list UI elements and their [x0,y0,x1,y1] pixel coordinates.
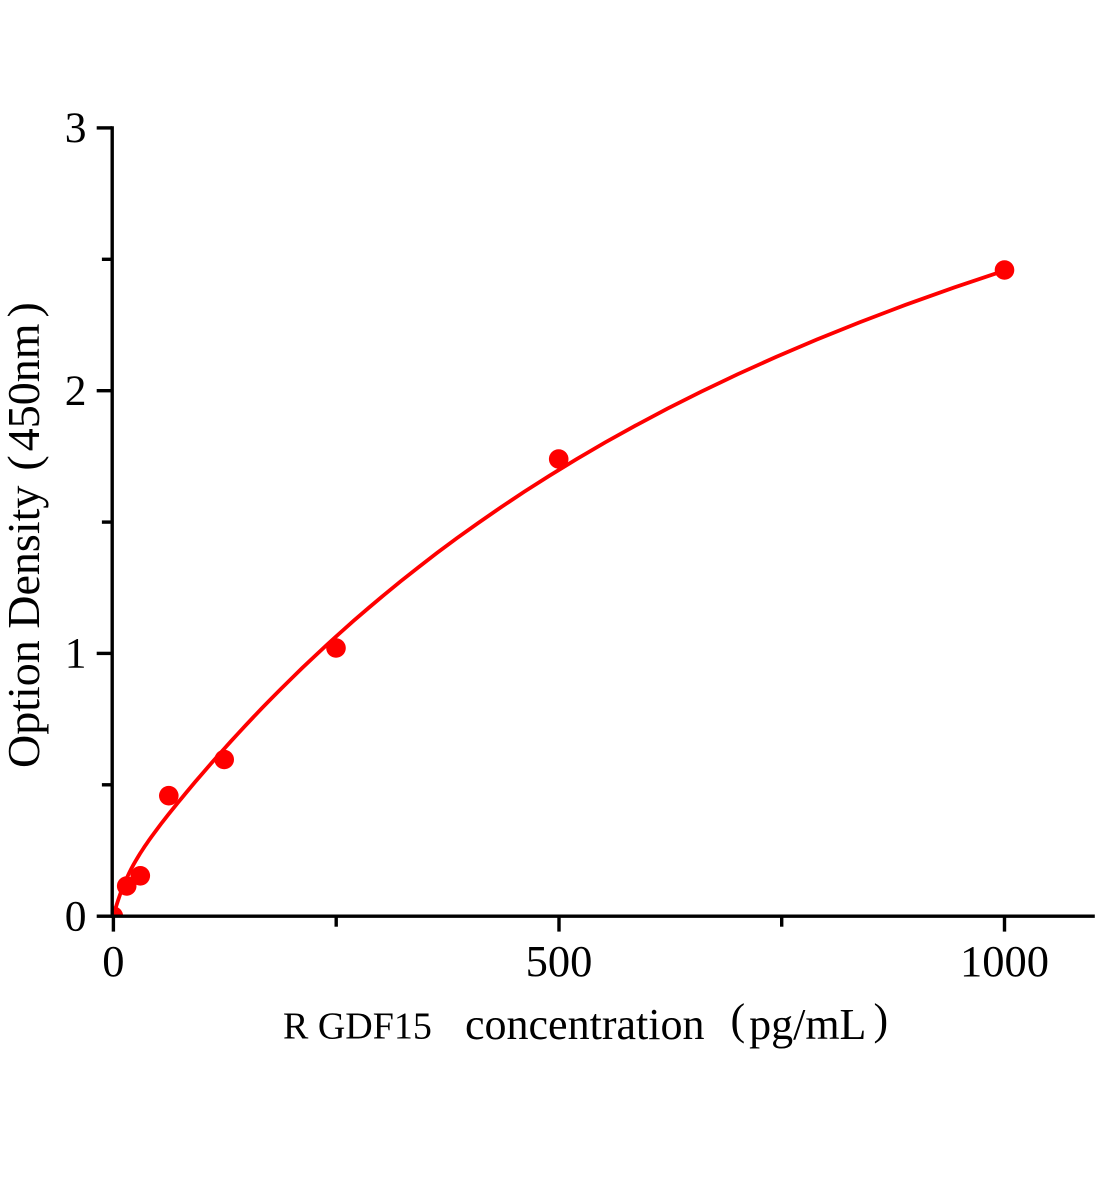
svg-text:0: 0 [65,892,87,940]
svg-text:R GDF15: R GDF15 [283,1006,432,1048]
svg-text:0: 0 [102,936,124,986]
svg-text:1000: 1000 [960,936,1049,986]
svg-text:2: 2 [65,367,87,415]
svg-text:1: 1 [65,630,87,678]
svg-text:concentration(pg/mL): concentration (pg/mL) [465,995,888,1049]
svg-text:500: 500 [526,936,593,986]
svg-text:Option Density(450nm): Option Density(450nm) [0,302,49,768]
svg-text:3: 3 [65,104,87,152]
